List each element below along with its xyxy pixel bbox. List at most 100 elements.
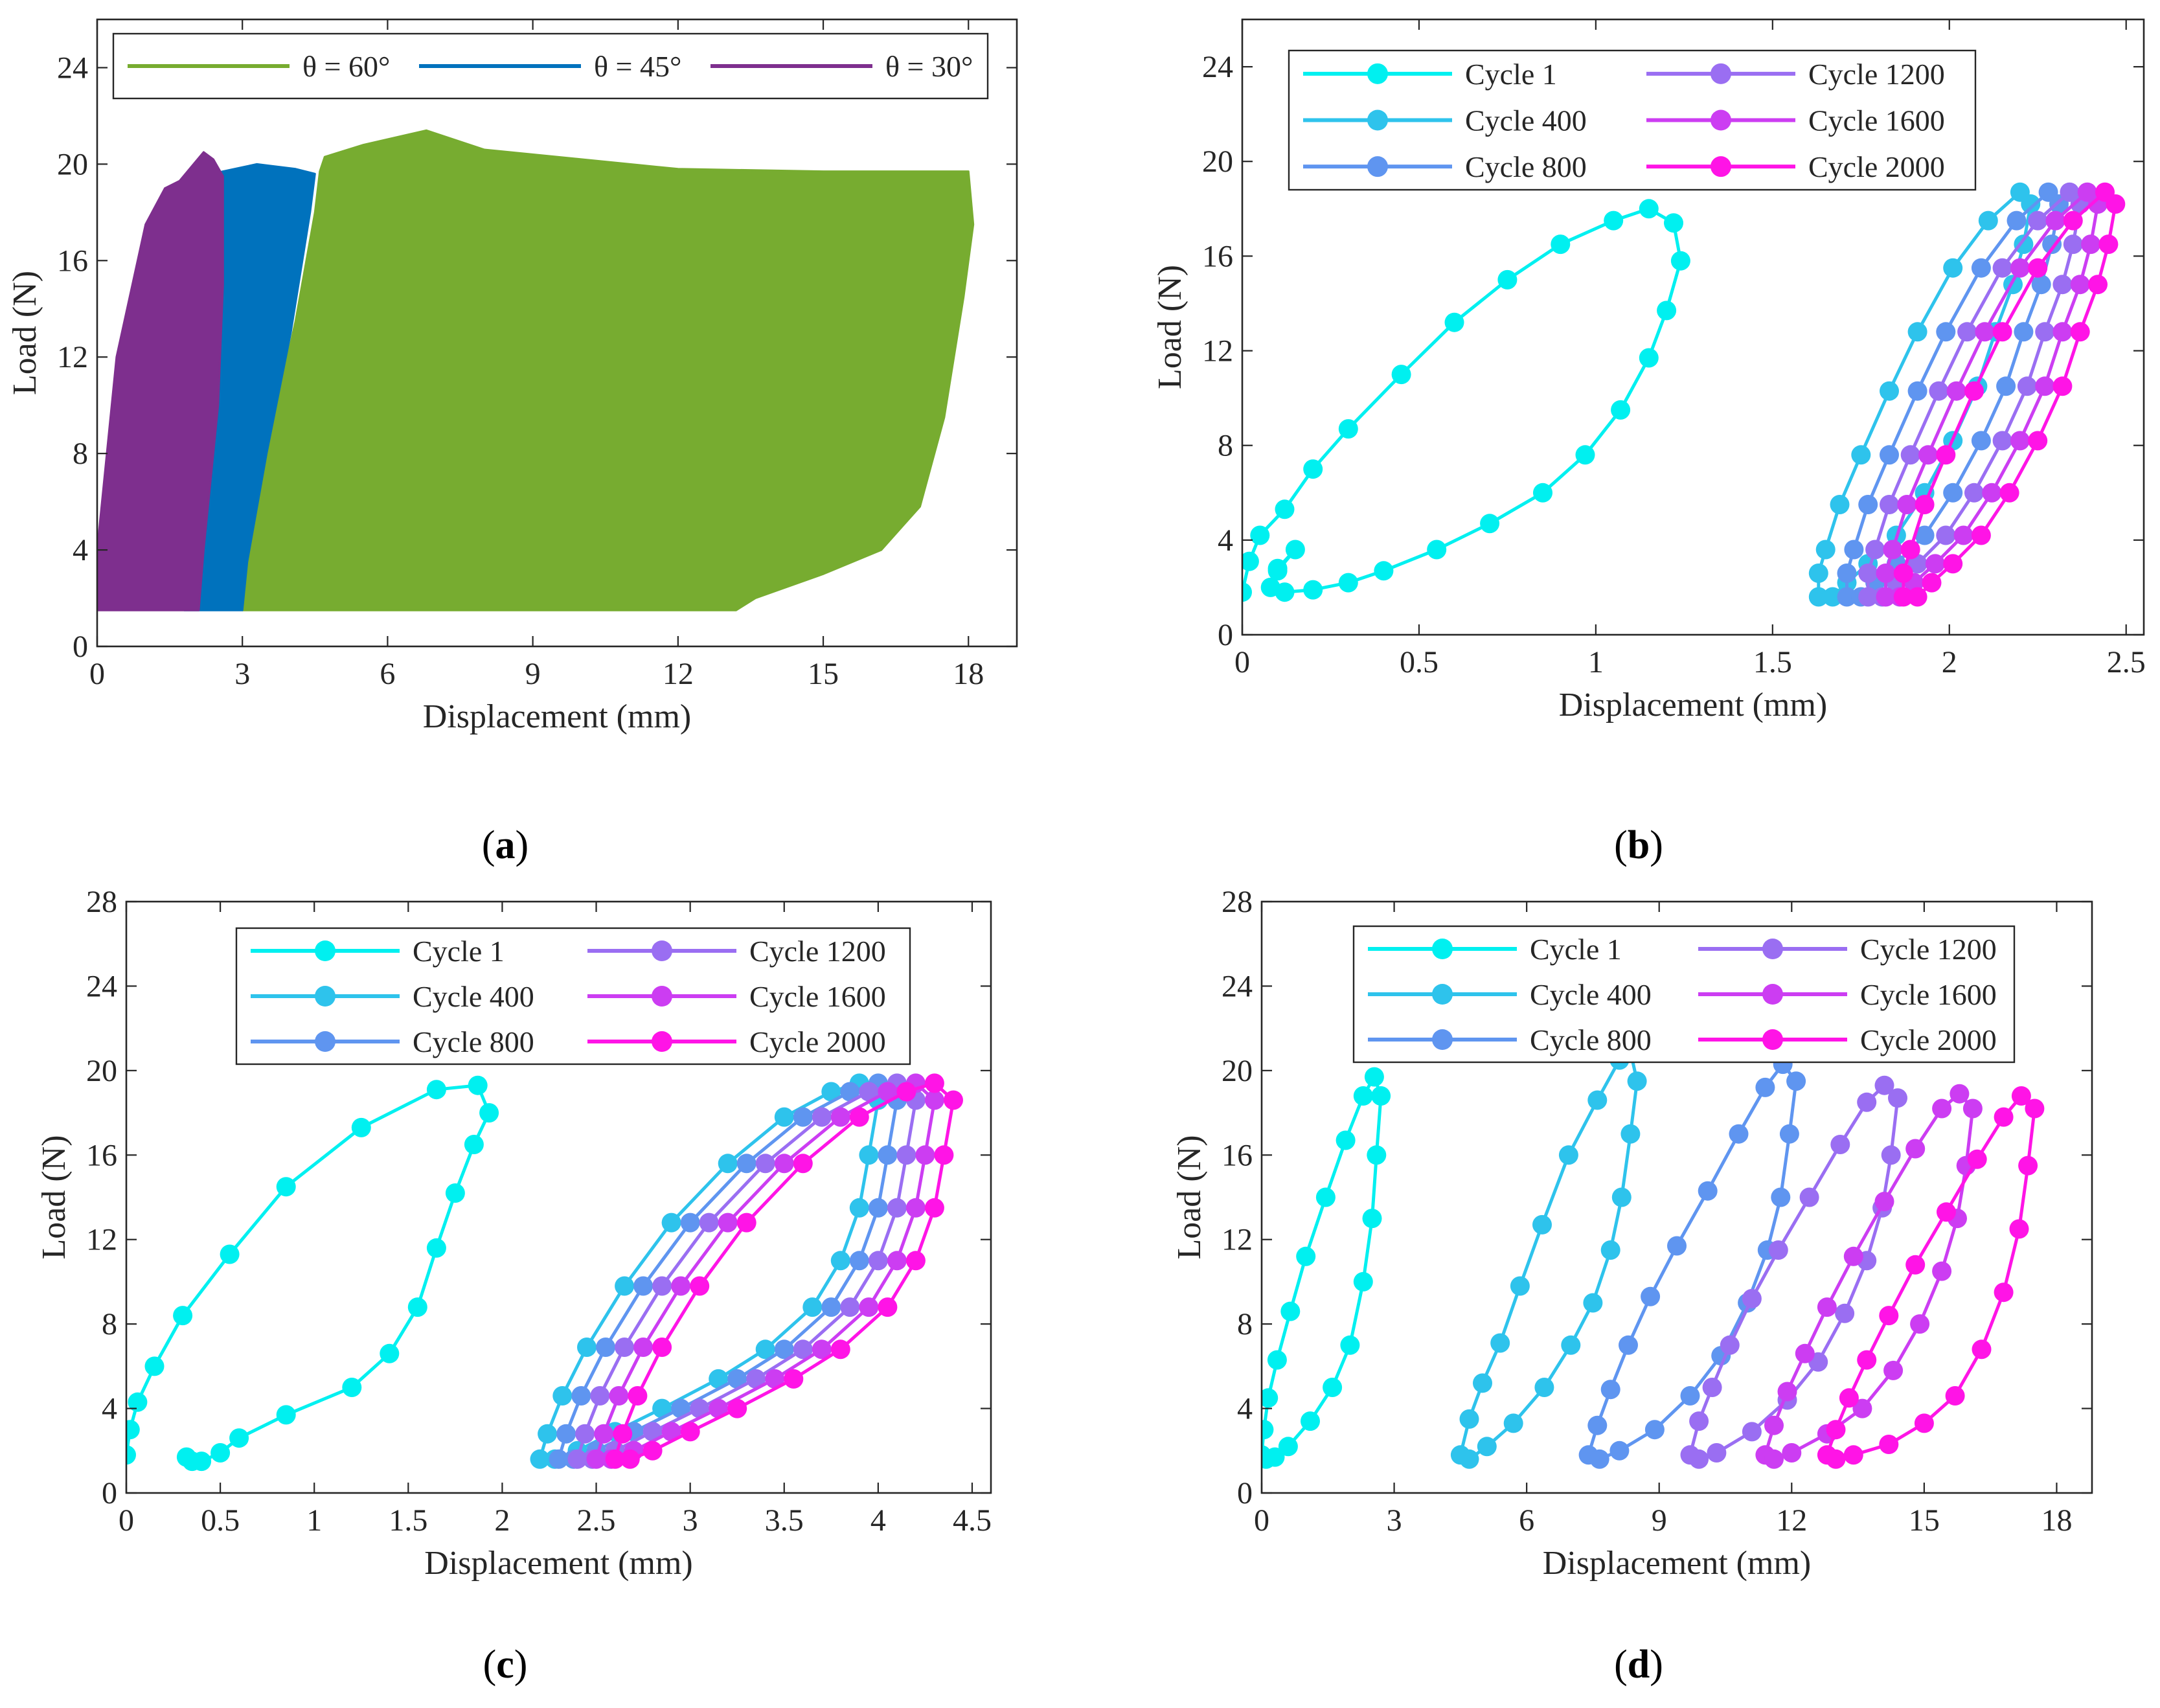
data-point-cycle-400 [755, 1339, 775, 1360]
x-tick-label: 0 [1234, 645, 1250, 679]
y-tick-label: 20 [86, 1054, 117, 1088]
x-axis-label: Displacement (mm) [1559, 687, 1827, 723]
data-point-cycle-400 [1808, 564, 1828, 583]
data-point-cycle-2000 [1900, 540, 1920, 560]
data-point-cycle-1600 [1975, 322, 1995, 342]
data-point-cycle-800 [633, 1276, 654, 1296]
data-point-cycle-400 [1611, 1187, 1631, 1207]
data-point-cycle-1600 [661, 1422, 681, 1442]
data-point-cycle-800 [571, 1386, 591, 1406]
data-point-cycle-1 [276, 1177, 296, 1197]
data-point-cycle-2000 [2070, 322, 2090, 342]
data-point-cycle-1200 [1689, 1411, 1709, 1431]
series-line-cycle-1 [1242, 207, 1683, 594]
data-point-cycle-1600 [887, 1251, 907, 1271]
data-point-cycle-400 [1473, 1373, 1492, 1393]
data-point-cycle-1 [1323, 1378, 1343, 1397]
data-point-cycle-1200 [1702, 1378, 1722, 1397]
data-point-cycle-800 [1971, 258, 1991, 278]
data-point-cycle-2000 [2018, 1156, 2038, 1176]
data-point-cycle-2000 [1999, 483, 2019, 503]
y-tick-label: 16 [1202, 239, 1233, 273]
x-tick-label: 2.5 [2107, 645, 2146, 679]
data-point-cycle-800 [680, 1213, 700, 1233]
data-point-cycle-2000 [1972, 1339, 1992, 1360]
data-point-cycle-2000 [1905, 1255, 1926, 1275]
data-point-cycle-1 [1391, 365, 1411, 385]
legend-marker [1711, 156, 1731, 177]
data-point-cycle-400 [718, 1154, 738, 1174]
data-point-cycle-1200 [1720, 1335, 1740, 1355]
legend-item-cycle-1600: Cycle 1600 [1646, 104, 1945, 137]
data-point-cycle-1600 [671, 1276, 691, 1296]
data-point-cycle-800 [736, 1154, 756, 1174]
x-tick-label: 15 [1909, 1503, 1940, 1538]
x-axis-label: Displacement (mm) [423, 698, 691, 735]
y-tick-label: 0 [1237, 1476, 1253, 1510]
legend-item-cycle-1600: Cycle 1600 [587, 980, 886, 1013]
data-point-cycle-1 [351, 1117, 371, 1137]
data-point-cycle-800 [596, 1338, 616, 1357]
data-point-cycle-1200 [887, 1198, 907, 1218]
legend-label: θ = 60° [302, 50, 390, 83]
data-point-cycle-400 [1459, 1409, 1479, 1429]
legend-item-cycle-800: Cycle 800 [1303, 150, 1587, 183]
data-point-cycle-800 [840, 1082, 860, 1102]
data-point-cycle-2000 [2011, 1086, 2031, 1106]
data-point-cycle-1200 [859, 1082, 879, 1102]
plot-area [1262, 1042, 2045, 1469]
data-point-cycle-1200 [1857, 1092, 1877, 1112]
data-point-cycle-400 [1943, 258, 1963, 278]
data-point-cycle-1 [1303, 580, 1323, 600]
data-point-cycle-800 [868, 1198, 888, 1218]
data-point-cycle-800 [727, 1369, 747, 1389]
data-point-cycle-1600 [2052, 322, 2073, 342]
data-point-cycle-1 [1427, 540, 1447, 560]
legend: Cycle 1 Cycle 400 Cycle 800 Cycle 1200 Cycle… [1288, 49, 1977, 191]
data-point-cycle-1 [1639, 348, 1659, 368]
data-point-cycle-1 [1611, 400, 1631, 420]
data-point-cycle-1200 [1900, 445, 1920, 465]
panel-b: 0 0.5 1 1.5 2 2.5 0 4 8 12 16 20 24 Displacement (mm)… [1152, 18, 2146, 867]
y-tick-label: 16 [57, 244, 88, 278]
data-point-cycle-400 [830, 1251, 850, 1271]
x-tick-label: 3 [234, 657, 250, 691]
data-point-cycle-1 [126, 1445, 136, 1465]
data-point-cycle-2000 [1943, 554, 1963, 574]
data-point-cycle-800 [1729, 1124, 1749, 1144]
data-point-cycle-2000 [690, 1276, 710, 1296]
data-point-cycle-1200 [755, 1154, 775, 1174]
data-point-cycle-2000 [1937, 1202, 1956, 1222]
data-point-cycle-1600 [830, 1107, 850, 1127]
legend: Cycle 1 Cycle 400 Cycle 800 Cycle 1200 Cycle… [235, 927, 911, 1065]
y-tick-label: 4 [1218, 523, 1233, 558]
data-point-cycle-1200 [1768, 1240, 1788, 1260]
caption-letter: a [495, 823, 516, 867]
panel-caption: (d) [1614, 1643, 1663, 1687]
data-point-cycle-1200 [652, 1276, 672, 1296]
data-point-cycle-2000 [2088, 275, 2108, 295]
data-point-cycle-1600 [1782, 1443, 1802, 1463]
data-point-cycle-800 [793, 1107, 813, 1127]
data-point-cycle-1 [380, 1343, 400, 1363]
x-tick-label: 2 [1942, 645, 1957, 679]
x-tick-label: 12 [1776, 1503, 1807, 1538]
panel-d: 0 3 6 9 12 15 18 0 4 8 12 16 20 24 28 Displacement (mm)… [1171, 885, 2093, 1687]
data-point-cycle-2000 [727, 1398, 747, 1418]
data-point-cycle-1200 [575, 1424, 595, 1444]
data-point-cycle-1 [210, 1443, 231, 1463]
data-point-cycle-1200 [1707, 1443, 1727, 1463]
panel-caption: (a) [482, 823, 529, 867]
data-point-cycle-1600 [1932, 1261, 1952, 1281]
data-point-cycle-1 [1670, 251, 1690, 271]
data-point-cycle-1600 [859, 1297, 879, 1317]
legend-item-cycle-2000: Cycle 2000 [1646, 150, 1945, 183]
data-point-cycle-800 [1779, 1124, 1799, 1144]
data-point-cycle-400 [1600, 1240, 1620, 1260]
data-point-cycle-400 [552, 1386, 573, 1406]
data-point-cycle-800 [2042, 234, 2062, 255]
data-point-cycle-1200 [615, 1338, 635, 1357]
x-tick-label: 18 [953, 657, 984, 691]
legend-marker [1432, 939, 1453, 959]
series-line-cycle-1600 [595, 1081, 937, 1461]
